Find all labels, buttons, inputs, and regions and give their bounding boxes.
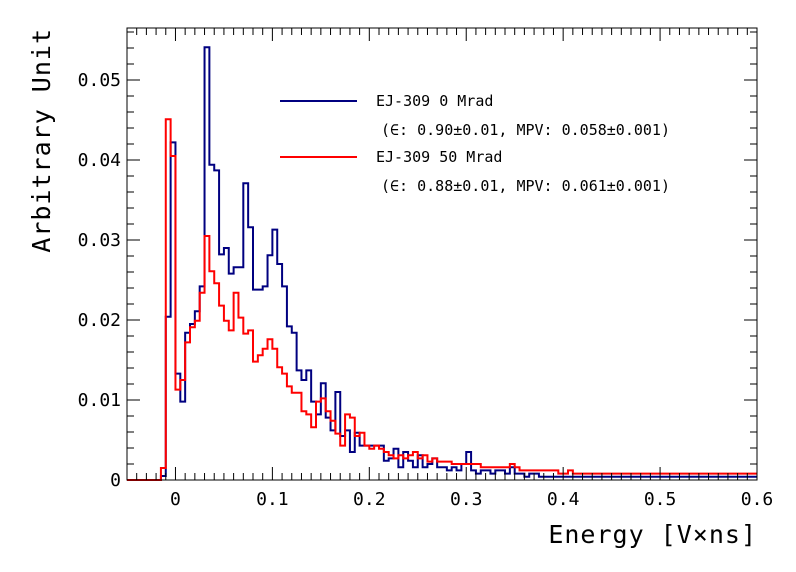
y-tick-label: 0.05	[78, 70, 121, 91]
y-tick-label: 0.03	[78, 230, 121, 251]
y-tick-label: 0.01	[78, 390, 121, 411]
legend-label-0-mrad: EJ-309 0 Mrad	[376, 92, 493, 110]
x-tick-label: 0.4	[547, 489, 580, 510]
x-axis-title: Energy [V×ns]	[548, 520, 757, 549]
legend: EJ-309 0 Mrad (∈: 0.90±0.01, MPV: 0.058±…	[280, 92, 670, 195]
x-tick-label: 0	[170, 489, 181, 510]
legend-detail-50-mrad: (∈: 0.88±0.01, MPV: 0.061±0.001)	[381, 177, 670, 195]
legend-label-50-mrad: EJ-309 50 Mrad	[376, 148, 502, 166]
y-tick-label: 0	[110, 470, 121, 491]
plot-frame	[126, 27, 758, 481]
series-0-histogram	[127, 46, 757, 481]
x-tick-label: 0.3	[450, 489, 483, 510]
x-tick-label: 0.5	[644, 489, 677, 510]
series-layer	[127, 46, 757, 481]
y-tick-label: 0.02	[78, 310, 121, 331]
ticks-layer: 0 0.1 0.2 0.3 0.4 0.5 0.6 0 0.01 0.02 0.03 0.04 0.05	[78, 28, 774, 510]
y-tick-label: 0.04	[78, 150, 121, 171]
legend-detail-0-mrad: (∈: 0.90±0.01, MPV: 0.058±0.001)	[381, 121, 670, 139]
x-tick-label: 0.1	[256, 489, 289, 510]
series-1-histogram	[127, 118, 757, 481]
x-tick-label: 0.6	[741, 489, 774, 510]
x-tick-label: 0.2	[353, 489, 386, 510]
y-axis-title: Arbitrary Unit	[27, 28, 56, 253]
